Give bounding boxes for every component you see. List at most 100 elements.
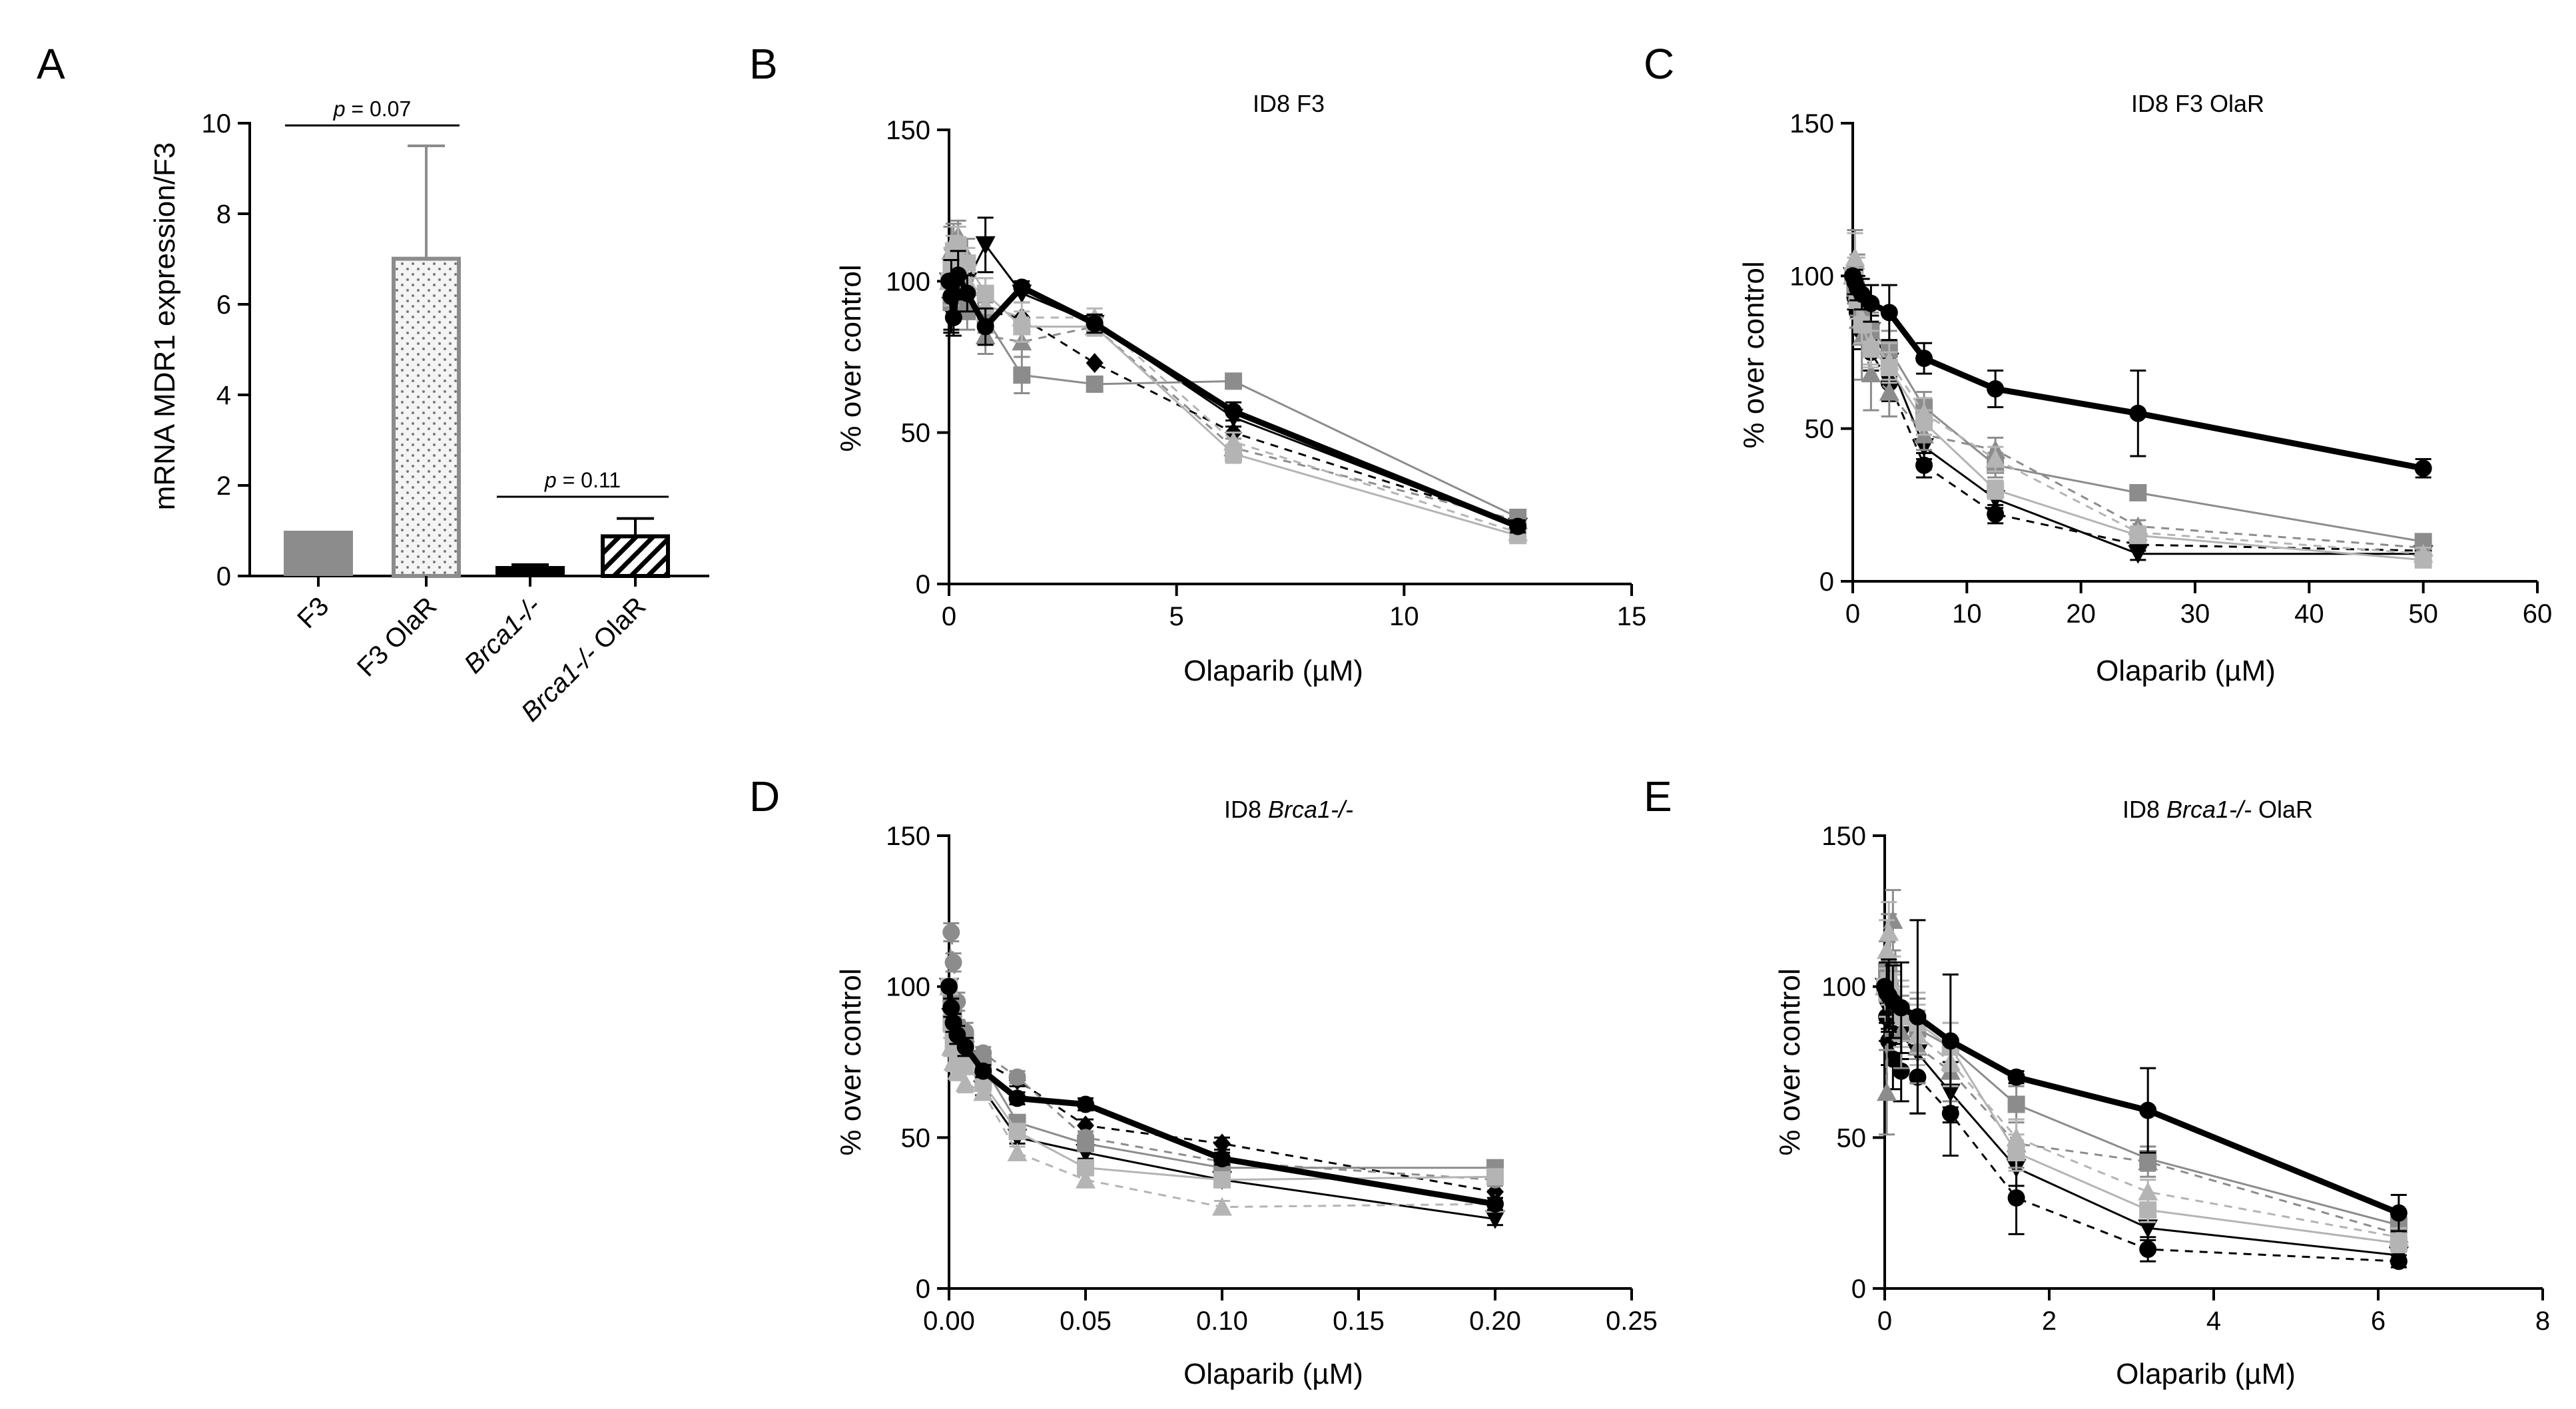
- panel-c-data-point: [1861, 364, 1881, 383]
- panel-d-data-point: [956, 1038, 974, 1056]
- panel-d-data-point: [1213, 1171, 1231, 1189]
- panel-e-data-point: [2139, 1241, 2157, 1259]
- panel-b-x-tick-label: 10: [1389, 602, 1419, 631]
- panel-c-data-point: [1985, 449, 2006, 468]
- panel-b-series-line: [946, 272, 1519, 529]
- panel-e-data-point: [2138, 1151, 2158, 1171]
- panel-e-title: ID8 Brca1-/- OlaR: [2122, 796, 2313, 823]
- panel-c-x-tick-label: 10: [1952, 599, 1982, 629]
- panel-e-x-tick-label: 8: [2535, 1306, 2550, 1336]
- panel-c-series-main: [1844, 267, 2432, 479]
- panel-d-y-axis-label: % over control: [834, 968, 867, 1155]
- panel-e-data-point: [1941, 1032, 1959, 1050]
- panel-c-y-tick-label: 0: [1819, 567, 1834, 597]
- panel-b-data-point: [1086, 375, 1104, 393]
- panel-e-x-tick-label: 4: [2206, 1306, 2221, 1336]
- panel-a-x-tick-label: F3: [292, 591, 334, 634]
- panel-d-data-point: [1077, 1095, 1094, 1113]
- panel-e-x-tick-label: 6: [2371, 1306, 2386, 1336]
- panel-a-y-tick-label: 10: [202, 109, 232, 139]
- panel-c-data-point: [2413, 543, 2433, 563]
- panel-a-bar: [495, 566, 565, 576]
- panel-b-data-point: [942, 288, 960, 306]
- panel-b-data-point: [1225, 372, 1243, 390]
- panel-e-data-point: [2007, 1068, 2025, 1086]
- panel-d-y-tick-label: 150: [886, 822, 930, 851]
- panel-c-title: ID8 F3 OlaR: [2131, 90, 2264, 117]
- panel-a-y-tick-label: 8: [216, 200, 231, 229]
- panel-b-data-point: [975, 236, 996, 255]
- panel-b-x-tick-label: 0: [942, 602, 956, 631]
- panel-b-title: ID8 F3: [1253, 90, 1325, 117]
- panel-e-label: E: [1644, 772, 1672, 820]
- panel-c-y-tick-label: 100: [1789, 262, 1834, 291]
- panel-e-series-main: [1876, 919, 2408, 1233]
- panel-c-data-point: [1987, 380, 2005, 398]
- panel-b-data-point: [949, 266, 967, 284]
- panel-e-data-point: [1884, 1050, 1902, 1068]
- panel-e-data-point: [2007, 1095, 2025, 1113]
- panel-c-x-tick-label: 30: [2180, 599, 2210, 629]
- panel-d-series-line: [948, 986, 1496, 1209]
- panel-b-label: B: [749, 40, 778, 88]
- panel-b-data-point: [944, 308, 962, 326]
- panel-d-x-tick-label: 0.05: [1060, 1306, 1112, 1336]
- panel-e-y-axis-label: % over control: [1773, 968, 1806, 1155]
- panel-a-x-tick-label: F3 OlaR: [352, 591, 442, 682]
- panel-b-data-point: [1012, 307, 1032, 326]
- panel-d-x-tick-label: 0.25: [1606, 1306, 1658, 1336]
- panel-d-data-point: [1212, 1197, 1232, 1216]
- panel-e-series-line: [1883, 931, 2400, 1239]
- panel-b-y-tick-label: 50: [901, 419, 931, 448]
- panel-b-data-point: [1013, 366, 1031, 384]
- panel-d-data-point: [1008, 1123, 1026, 1141]
- panel-e-data-point: [1877, 1082, 1897, 1101]
- panel-e-data-point: [2007, 1189, 2025, 1207]
- panel-d-x-tick-label: 0.20: [1469, 1306, 1521, 1336]
- panel-c-y-tick-label: 150: [1789, 109, 1834, 139]
- panel-c-data-point: [1861, 333, 1881, 352]
- panel-d-y-tick-label: 0: [916, 1274, 930, 1304]
- panel-b-y-axis-label: % over control: [834, 264, 867, 451]
- panel-c-data-point: [1987, 505, 2005, 523]
- panel-e-line-chart: E % over control Olaparib (µM) ID8 Brca1…: [1644, 772, 2550, 1390]
- panel-a-p-value: p = 0.07: [333, 97, 412, 121]
- panel-b-data-point: [976, 318, 994, 336]
- panel-c-x-tick-label: 0: [1845, 599, 1860, 629]
- panel-e-y-tick-label: 50: [1837, 1123, 1867, 1153]
- panel-e-data-point: [1877, 940, 1897, 960]
- panel-e-x-tick-label: 2: [2042, 1306, 2057, 1336]
- panel-c-data-point: [2129, 404, 2147, 422]
- panel-d-data-point: [941, 1037, 962, 1056]
- panel-d-label: D: [749, 772, 780, 820]
- panel-e-data-point: [1892, 999, 1910, 1017]
- panel-d-data-point: [955, 1073, 976, 1092]
- panel-e-y-tick-label: 100: [1821, 973, 1866, 1002]
- panel-c-x-axis-label: Olaparib (µM): [2096, 655, 2276, 687]
- panel-c-y-axis-label: % over control: [1738, 261, 1770, 448]
- panel-b-series-s4: [940, 271, 1527, 526]
- panel-d-data-point: [974, 1044, 992, 1062]
- panel-b-line-chart: B % over control Olaparib (µM) ID8 F3050…: [749, 40, 1646, 687]
- panel-d-data-point: [944, 954, 962, 972]
- panel-b-data-point: [1086, 353, 1104, 374]
- panel-c-data-point: [1915, 456, 1933, 474]
- panel-e-data-point: [2138, 1181, 2158, 1201]
- panel-d-data-point: [974, 1062, 992, 1080]
- panel-c-data-point: [1845, 247, 1865, 266]
- panel-a-bar-chart: A mRNA MDR1 expression/F3 0 2 4 6 8 10 F3 F3 Ol…: [37, 40, 709, 727]
- panel-c-x-tick-label: 20: [2066, 599, 2096, 629]
- panel-d-data-point: [1008, 1068, 1026, 1086]
- panel-b-data-point: [1225, 402, 1243, 420]
- panel-b-x-tick-label: 5: [1169, 602, 1184, 631]
- panel-a-p-value: p = 0.11: [544, 468, 621, 492]
- panel-b-y-tick-label: 0: [916, 570, 930, 599]
- panel-e-y-tick-label: 0: [1851, 1274, 1866, 1304]
- panel-e-data-point: [1941, 1105, 1959, 1123]
- panel-c-data-point: [2129, 483, 2147, 501]
- panel-e-data-point: [1892, 1062, 1910, 1080]
- panel-d-series-line: [948, 931, 1496, 1181]
- panel-d-data-point: [1485, 1210, 1505, 1229]
- panel-a-y-tick-label: 0: [216, 562, 231, 591]
- panel-d-data-point: [1007, 1143, 1028, 1161]
